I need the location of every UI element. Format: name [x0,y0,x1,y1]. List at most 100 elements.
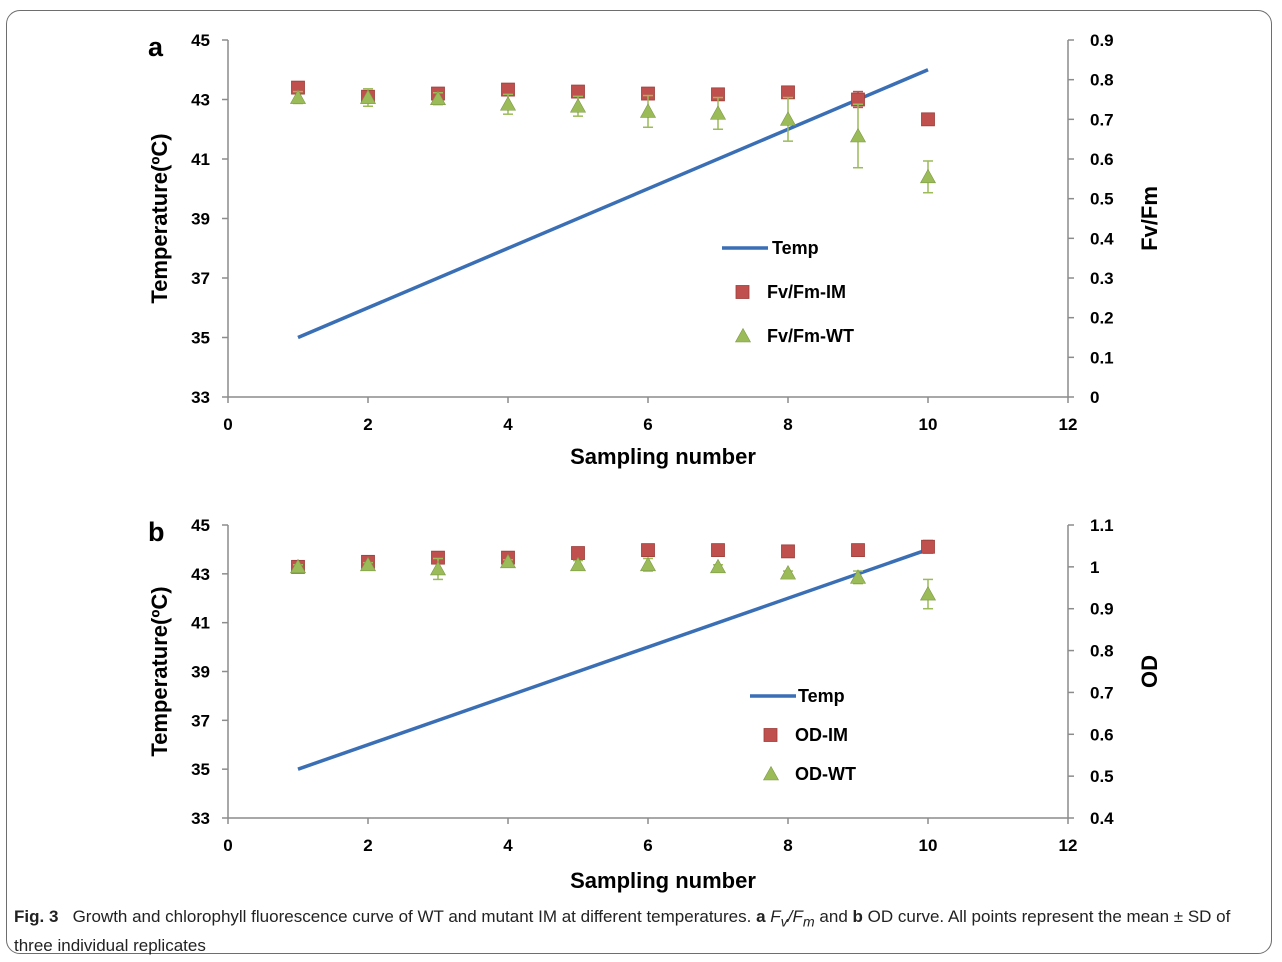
legend-label: Fv/Fm-IM [767,282,846,302]
x-tick-label: 8 [783,836,792,855]
x-tick-label: 12 [1059,415,1078,434]
x-tick-label: 8 [783,415,792,434]
caption-fig-label: Fig. 3 [14,907,59,926]
data-point-Fv/Fm-WT [919,168,937,184]
legend-label: OD-WT [795,764,856,784]
caption-text-1: Growth and chlorophyll fluorescence curv… [72,907,752,926]
legend-swatch [734,327,752,343]
data-point-OD-IM [641,543,655,558]
y-tick-label-left: 43 [191,91,210,110]
data-point-Fv/Fm-WT [709,105,727,120]
y-tick-label-left: 37 [191,269,210,288]
data-point-OD-IM [711,543,725,558]
series-line-Temp [297,547,929,771]
caption-text-2: OD curve. All points represent the mean … [14,907,1231,956]
x-axis-label: Sampling number [570,868,756,893]
data-point-OD-WT [429,560,447,576]
y-tick-label-right: 0.5 [1090,190,1114,209]
data-point-OD-IM [921,539,935,554]
caption-and: and [819,907,848,926]
y-tick-label-left: 33 [191,388,210,407]
y-tick-label-right: 0.8 [1090,642,1114,661]
figure-caption: Fig. 3 Growth and chlorophyll fluorescen… [14,905,1264,958]
x-tick-label: 4 [503,415,513,434]
caption-label-a: a [756,907,766,926]
x-tick-label: 2 [363,836,372,855]
legend-swatch [763,728,778,742]
data-point-OD-WT [709,558,727,574]
data-point-Fv/Fm-WT [499,96,517,111]
data-point-Fv/Fm-WT [779,111,797,126]
y-tick-label-left: 39 [191,663,210,682]
caption-fv: Fv/Fm [770,907,815,931]
y-axis-label-right: OD [1137,655,1162,688]
y-axis-label-left: Temperature(ºC) [147,586,172,756]
y-tick-label-right: 1 [1090,558,1099,577]
y-tick-label-left: 37 [191,711,210,730]
data-point-OD-WT [569,556,587,572]
data-point-OD-WT [289,558,307,574]
x-tick-label: 10 [919,415,938,434]
y-tick-label-right: 0.4 [1090,809,1114,828]
panel-label: a [148,32,164,62]
series-line-Temp [297,68,929,340]
y-axis-label-left: Temperature(ºC) [147,133,172,303]
y-tick-label-right: 0.7 [1090,683,1114,702]
y-tick-label-left: 39 [191,210,210,229]
data-point-OD-WT [779,565,797,580]
y-tick-label-right: 0 [1090,388,1099,407]
y-tick-label-right: 0.6 [1090,150,1114,169]
legend-swatch [762,765,780,781]
data-point-Fv/Fm-WT [639,103,657,118]
data-point-OD-WT [359,556,377,572]
legend-label: Fv/Fm-WT [767,326,854,346]
y-tick-label-right: 0.9 [1090,31,1114,50]
chart-panel-a: 0 2 4 6 8 10 12 33 35 37 39 41 43 45 0 0.1 0.2 0.3 0.4 0.5 0… [147,31,1162,469]
y-tick-label-right: 1.1 [1090,516,1114,535]
x-tick-label: 10 [919,836,938,855]
x-tick-label: 4 [503,836,513,855]
data-point-Fv/Fm-WT [359,89,377,104]
legend-label: OD-IM [795,725,848,745]
caption-label-b: b [852,907,863,926]
data-point-Fv/Fm-IM [921,112,935,127]
y-tick-label-left: 35 [191,329,210,348]
x-tick-label: 12 [1059,836,1078,855]
x-tick-label: 0 [223,836,232,855]
data-point-Fv/Fm-WT [569,98,587,113]
y-tick-label-right: 0.9 [1090,600,1114,619]
y-tick-label-right: 0.3 [1090,269,1114,288]
y-tick-label-right: 0.5 [1090,767,1114,786]
y-axis-label-right: Fv/Fm [1137,186,1162,251]
chart-panel-b: 0 2 4 6 8 10 12 33 35 37 39 41 43 45 0.4 0.5 0.6 0.7 0.8 0.… [147,516,1162,893]
y-tick-label-right: 0.7 [1090,110,1114,129]
data-point-OD-WT [499,553,517,569]
legend-label: Temp [798,686,845,706]
figure-canvas: 0 2 4 6 8 10 123335373941434500.10.20.30.40.50… [147,31,1162,893]
y-tick-label-right: 0.1 [1090,348,1114,367]
x-tick-label: 6 [643,415,652,434]
y-tick-label-left: 33 [191,809,210,828]
y-tick-label-left: 43 [191,565,210,584]
data-point-Fv/Fm-WT [849,127,867,143]
x-axis-label: Sampling number [570,444,756,469]
data-point-OD-WT [639,556,657,572]
data-point-Fv/Fm-WT [289,89,307,104]
y-tick-label-left: 45 [191,31,210,50]
y-tick-label-right: 0.4 [1090,229,1114,248]
data-point-OD-WT [919,585,937,601]
x-tick-label: 2 [363,415,372,434]
data-point-OD-IM [851,543,865,558]
figure-frame [6,10,1272,954]
x-tick-label: 0 [223,415,232,434]
y-tick-label-right: 0.2 [1090,309,1114,328]
y-tick-label-left: 41 [191,150,210,169]
data-point-OD-WT [849,569,867,584]
y-tick-label-right: 0.6 [1090,725,1114,744]
data-point-OD-IM [781,544,795,559]
legend-swatch [735,285,750,299]
data-point-Fv/Fm-WT [429,90,447,106]
panel-label: b [148,517,165,547]
y-tick-label-left: 41 [191,614,210,633]
legend-label: Temp [772,238,819,258]
